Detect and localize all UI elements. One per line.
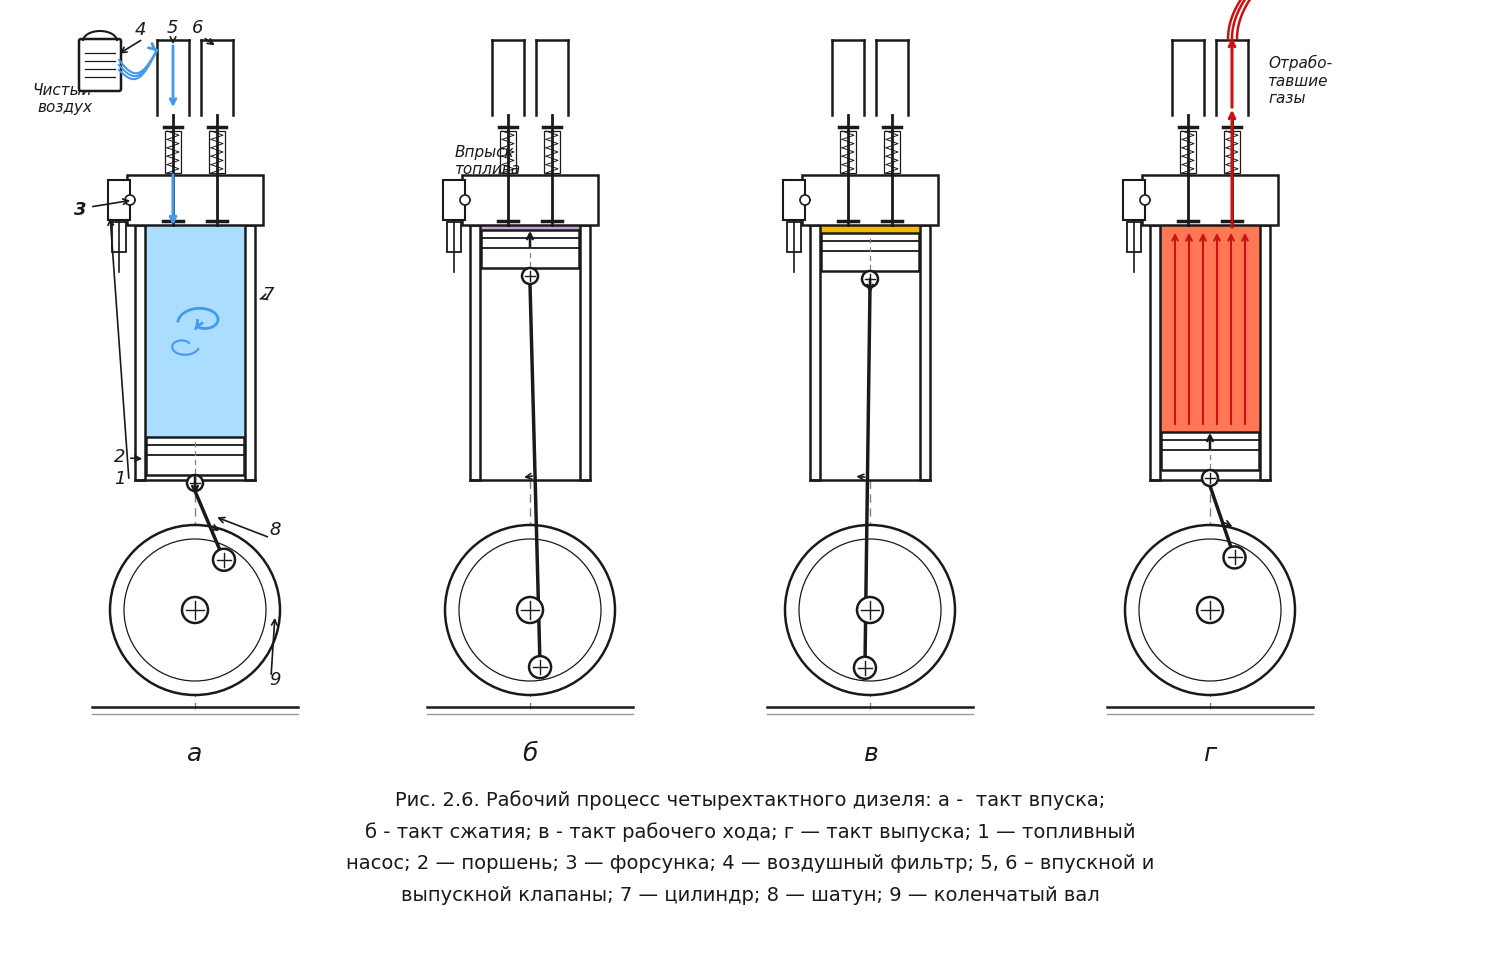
Circle shape bbox=[445, 525, 615, 695]
Text: насос; 2 — поршень; 3 — форсунка; 4 — воздушный фильтр; 5, 6 – впускной и: насос; 2 — поршень; 3 — форсунка; 4 — во… bbox=[346, 854, 1154, 873]
Bar bbox=[544, 131, 561, 173]
Text: 7: 7 bbox=[262, 286, 274, 304]
Bar bbox=[145, 225, 244, 437]
Bar bbox=[580, 225, 591, 480]
Circle shape bbox=[187, 475, 202, 491]
Text: выпускной клапаны; 7 — цилиндр; 8 — шатун; 9 — коленчатый вал: выпускной клапаны; 7 — цилиндр; 8 — шату… bbox=[400, 886, 1099, 905]
Bar bbox=[447, 222, 462, 252]
Circle shape bbox=[459, 539, 601, 681]
Bar bbox=[1150, 225, 1160, 480]
Bar bbox=[820, 225, 920, 233]
Bar bbox=[244, 225, 255, 480]
Bar bbox=[127, 175, 262, 225]
Text: 2: 2 bbox=[114, 448, 126, 466]
Circle shape bbox=[124, 539, 265, 681]
Text: 4: 4 bbox=[135, 21, 145, 39]
Circle shape bbox=[854, 657, 875, 679]
Text: в: в bbox=[862, 742, 877, 766]
Bar bbox=[787, 222, 800, 252]
Text: б - такт сжатия; в - такт рабочего хода; г — такт выпуска; 1 — топливный: б - такт сжатия; в - такт рабочего хода;… bbox=[364, 822, 1135, 841]
Bar bbox=[108, 180, 130, 220]
Circle shape bbox=[124, 195, 135, 205]
Bar bbox=[809, 225, 820, 480]
Bar bbox=[1142, 175, 1279, 225]
Text: а: а bbox=[187, 742, 202, 766]
Circle shape bbox=[522, 268, 538, 284]
Circle shape bbox=[862, 271, 878, 287]
Bar bbox=[444, 180, 465, 220]
Circle shape bbox=[785, 525, 955, 695]
Bar bbox=[501, 131, 516, 173]
Text: 8: 8 bbox=[270, 521, 280, 539]
Text: Чистый
воздух: Чистый воздух bbox=[33, 83, 91, 115]
Bar bbox=[839, 131, 856, 173]
Bar bbox=[821, 233, 919, 271]
Circle shape bbox=[1198, 597, 1223, 623]
Circle shape bbox=[1139, 539, 1282, 681]
Circle shape bbox=[857, 597, 883, 623]
Circle shape bbox=[213, 548, 235, 571]
Bar bbox=[782, 180, 805, 220]
Bar bbox=[208, 131, 225, 173]
Bar bbox=[802, 175, 938, 225]
Bar bbox=[462, 175, 598, 225]
Bar bbox=[1261, 225, 1270, 480]
Circle shape bbox=[109, 525, 280, 695]
Text: г: г bbox=[1204, 742, 1217, 766]
Bar bbox=[920, 225, 929, 480]
Text: 1: 1 bbox=[114, 470, 126, 488]
Circle shape bbox=[799, 539, 941, 681]
Bar bbox=[165, 131, 181, 173]
Circle shape bbox=[1223, 546, 1246, 569]
Bar bbox=[884, 131, 899, 173]
Bar bbox=[1225, 131, 1240, 173]
Bar bbox=[471, 225, 480, 480]
Bar bbox=[112, 222, 126, 252]
Circle shape bbox=[517, 597, 543, 623]
Bar bbox=[1162, 432, 1259, 470]
Text: б: б bbox=[522, 742, 538, 766]
Bar bbox=[480, 225, 580, 230]
Text: 6: 6 bbox=[192, 19, 204, 37]
Text: 9: 9 bbox=[270, 671, 280, 689]
Circle shape bbox=[460, 195, 471, 205]
Bar bbox=[135, 225, 145, 480]
Bar bbox=[145, 437, 244, 475]
Text: Впрыск
топлива: Впрыск топлива bbox=[456, 145, 522, 177]
Text: Отрабо-
тавшие
газы: Отрабо- тавшие газы bbox=[1268, 55, 1333, 106]
Bar bbox=[1127, 222, 1141, 252]
Circle shape bbox=[800, 195, 809, 205]
Bar bbox=[1160, 225, 1261, 432]
Text: 5: 5 bbox=[166, 19, 178, 37]
Circle shape bbox=[1202, 470, 1219, 486]
Bar bbox=[1123, 180, 1145, 220]
Circle shape bbox=[1141, 195, 1150, 205]
Text: Рис. 2.6. Рабочий процесс четырехтактного дизеля: а -  такт впуска;: Рис. 2.6. Рабочий процесс четырехтактног… bbox=[394, 790, 1105, 809]
Text: 3: 3 bbox=[73, 201, 87, 219]
FancyBboxPatch shape bbox=[79, 39, 121, 91]
Circle shape bbox=[181, 597, 208, 623]
Circle shape bbox=[529, 657, 552, 678]
Circle shape bbox=[1126, 525, 1295, 695]
Bar bbox=[481, 230, 579, 268]
Bar bbox=[1180, 131, 1196, 173]
